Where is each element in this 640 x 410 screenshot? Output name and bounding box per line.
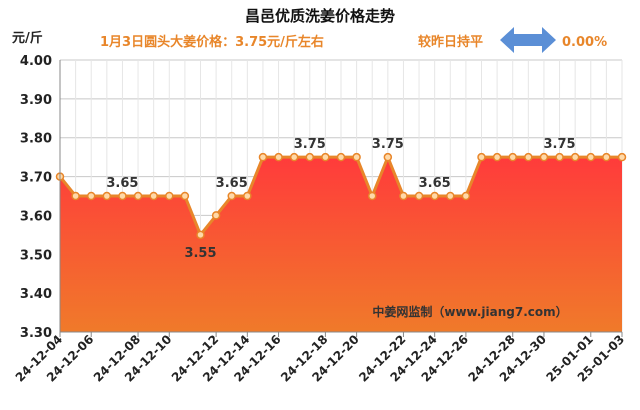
y-tick-label: 3.40 [20, 287, 52, 302]
y-tick-label: 3.60 [20, 209, 52, 224]
data-point [133, 191, 143, 201]
data-point [118, 191, 127, 201]
compare-change: 0.00% [562, 35, 607, 50]
data-point [352, 152, 361, 162]
data-point [446, 191, 455, 201]
y-tick-label: 3.90 [20, 93, 52, 108]
data-point [149, 191, 158, 201]
y-tick-label: 4.00 [20, 54, 52, 69]
data-point [461, 191, 471, 201]
data-point [430, 191, 439, 201]
data-point [539, 152, 549, 162]
data-label: 3.65 [216, 176, 248, 191]
source-note: 中姜网监制（www.jiang7.com） [372, 304, 567, 319]
data-point [305, 152, 315, 162]
data-point [180, 191, 190, 201]
data-point [570, 152, 580, 162]
data-label: 3.55 [184, 246, 216, 261]
chart-title: 昌邑优质洗姜价格走势 [245, 7, 395, 25]
data-point [243, 191, 252, 201]
data-point [399, 191, 408, 201]
y-tick-label: 3.70 [20, 171, 52, 186]
y-tick-label: 3.50 [20, 248, 52, 263]
y-tick-label: 3.30 [20, 326, 52, 341]
chart-subtitle: 1月3日圆头大姜价格：3.75元/斤左右 [100, 34, 324, 50]
price-area [60, 157, 622, 332]
data-point [165, 191, 174, 201]
data-point [196, 230, 205, 240]
y-axis-ticks: 3.30 3.40 3.50 3.60 3.70 3.80 3.90 4.00 [20, 54, 52, 341]
data-point [477, 152, 486, 162]
data-point [508, 152, 517, 162]
compare-label: 较昨日持平 [418, 34, 483, 50]
data-point [102, 191, 112, 201]
data-label: 3.75 [294, 137, 326, 152]
data-point [524, 152, 533, 162]
data-point [211, 211, 221, 220]
data-point [258, 152, 268, 162]
data-point [274, 152, 283, 162]
data-point [492, 152, 502, 162]
data-label: 3.75 [372, 137, 404, 152]
y-tick-label: 3.80 [20, 132, 52, 147]
data-points [55, 152, 627, 240]
data-point [414, 191, 424, 201]
data-point [586, 152, 596, 162]
data-point [336, 152, 346, 162]
data-point [86, 191, 96, 201]
data-label: 3.65 [106, 176, 138, 191]
x-axis-ticks: 24-12-0424-12-0624-12-0824-12-1024-12-12… [13, 332, 627, 385]
data-point [367, 191, 377, 201]
data-point [289, 152, 299, 162]
data-labels: 3.65 3.55 3.65 3.75 3.75 3.65 3.75 [106, 137, 575, 261]
data-point [602, 152, 611, 162]
data-label: 3.65 [419, 176, 451, 191]
data-point [617, 152, 627, 162]
data-point [227, 191, 236, 201]
double-arrow-icon [500, 27, 556, 53]
data-point [71, 191, 80, 201]
data-point [383, 152, 393, 162]
data-point [555, 152, 564, 162]
data-point [321, 152, 330, 162]
y-axis-unit: 元/斤 [12, 30, 43, 46]
data-label: 3.75 [544, 137, 576, 152]
